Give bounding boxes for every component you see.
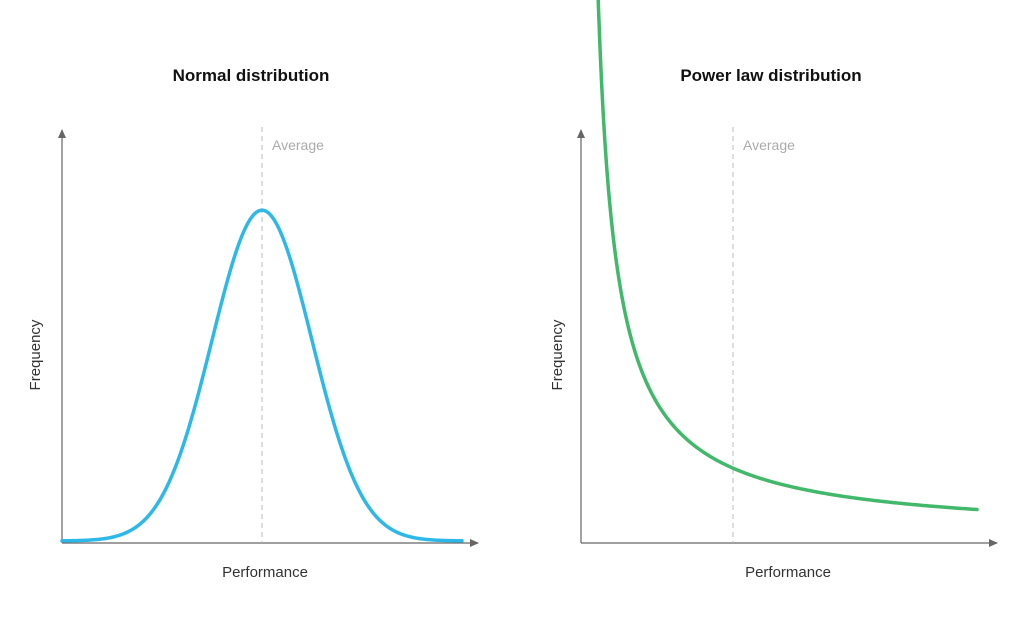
power-law-chart-title: Power law distribution (680, 66, 861, 85)
power-law-distribution-chart: Power law distribution Average Performan… (549, 0, 998, 581)
normal-distribution-chart: Normal distribution Average Performance … (27, 66, 479, 581)
power-law-average-label: Average (743, 137, 795, 153)
normal-distribution-curve (60, 208, 464, 543)
power-law-distribution-curve (596, 0, 979, 512)
normal-x-axis-label: Performance (222, 564, 308, 581)
normal-chart-title: Normal distribution (173, 66, 330, 85)
normal-average-label: Average (272, 137, 324, 153)
normal-y-axis-label: Frequency (27, 319, 44, 390)
power-law-x-axis-label: Performance (745, 564, 831, 581)
power-law-y-axis-label: Frequency (549, 319, 566, 390)
